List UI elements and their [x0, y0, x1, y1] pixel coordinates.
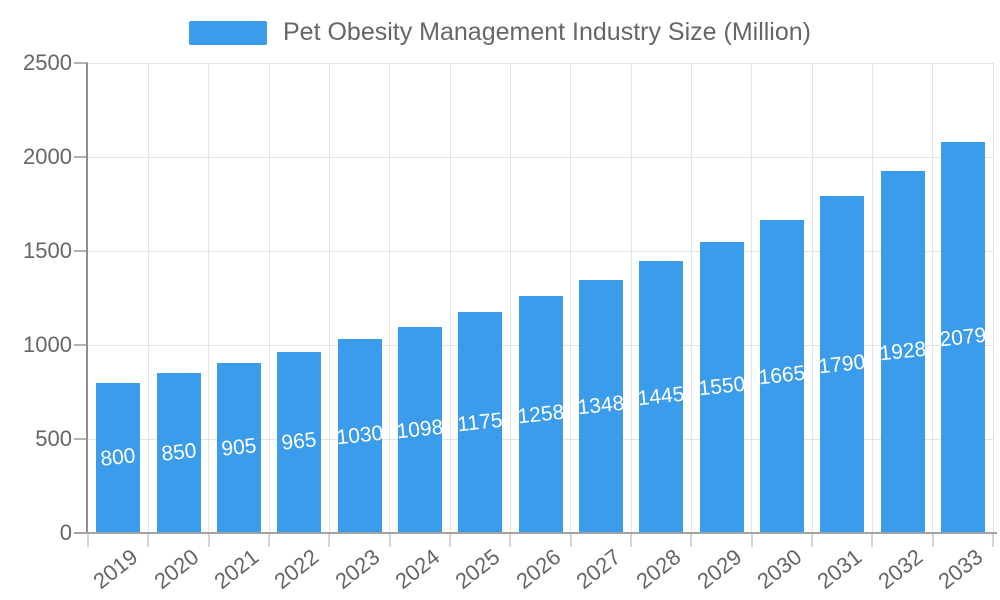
legend-label: Pet Obesity Management Industry Size (Mi…: [283, 18, 811, 46]
bar-value-label: 1445: [636, 382, 686, 411]
bar-2031[interactable]: [820, 196, 865, 533]
x-axis-tick-label: 2022: [269, 544, 324, 594]
x-axis-tick: [690, 533, 693, 547]
x-axis-tick-label: 2028: [631, 544, 686, 594]
bar-2022[interactable]: [277, 351, 322, 533]
x-axis-tick: [569, 533, 572, 547]
bar-2021[interactable]: [216, 362, 261, 533]
x-axis-tick-label: 2032: [872, 544, 927, 594]
x-axis-tick-label: 2030: [752, 544, 807, 594]
bar-value-label: 800: [99, 444, 137, 471]
x-gridline: [570, 63, 572, 533]
x-axis-line: [74, 532, 997, 534]
bar-value-label: 1928: [878, 337, 927, 366]
x-gridline: [630, 63, 632, 533]
x-axis-tick: [449, 533, 451, 547]
x-gridline: [690, 63, 692, 533]
bar-value-label: 850: [159, 439, 198, 466]
x-gridline: [992, 63, 994, 533]
x-gridline: [751, 63, 753, 533]
y-axis-tick-label: 0: [59, 520, 72, 545]
bar-value-label: 2079: [938, 323, 988, 351]
x-axis-tick: [207, 533, 210, 547]
bar-value-label: 1790: [817, 350, 867, 379]
bar-2029[interactable]: [699, 241, 744, 533]
x-gridline: [811, 63, 813, 533]
bar-value-label: 1175: [456, 408, 504, 436]
x-axis-tick-label: 2027: [571, 544, 626, 594]
y-axis-tick: [74, 250, 88, 252]
x-axis-tick: [147, 533, 150, 547]
y-gridline: [88, 156, 993, 158]
bar-value-label: 965: [280, 428, 318, 456]
x-axis-tick-label: 2033: [933, 544, 988, 594]
bar-2032[interactable]: [880, 170, 925, 533]
x-axis-tick: [268, 533, 270, 547]
x-axis-tick-label: 2020: [148, 544, 203, 594]
bar-value-label: 1030: [335, 421, 384, 450]
y-axis-tick-label: 1000: [23, 332, 72, 357]
x-axis-tick: [992, 533, 994, 547]
legend[interactable]: Pet Obesity Management Industry Size (Mi…: [0, 18, 1000, 47]
x-gridline: [268, 63, 270, 533]
bar-2025[interactable]: [458, 312, 503, 533]
x-axis-tick: [630, 533, 632, 547]
bar-2030[interactable]: [759, 219, 804, 533]
bar-2023[interactable]: [337, 339, 382, 533]
x-axis-tick-label: 2019: [88, 544, 143, 594]
y-gridline: [88, 250, 993, 252]
x-gridline: [871, 63, 873, 533]
bar-2019[interactable]: [96, 382, 141, 533]
y-axis-tick: [74, 62, 88, 64]
x-axis-tick: [811, 533, 813, 547]
x-gridline: [147, 63, 149, 533]
x-gridline: [932, 63, 934, 533]
bar-2026[interactable]: [518, 296, 563, 533]
bar-value-label: 1258: [516, 400, 565, 429]
y-axis-tick-label: 1500: [23, 238, 72, 263]
bar-value-label: 905: [220, 434, 258, 461]
y-axis-tick-label: 500: [35, 426, 72, 451]
y-axis-line: [86, 63, 88, 534]
y-axis-tick: [74, 344, 88, 346]
bar-2028[interactable]: [639, 261, 684, 533]
x-gridline: [208, 63, 210, 533]
y-axis-tick-label: 2500: [23, 50, 72, 75]
bar-2020[interactable]: [156, 373, 201, 533]
x-axis-tick: [509, 533, 512, 547]
bar-2027[interactable]: [578, 279, 623, 533]
x-axis-tick-label: 2029: [691, 544, 746, 594]
bar-2024[interactable]: [397, 326, 442, 533]
x-axis-tick: [87, 533, 89, 547]
bar-2033[interactable]: [940, 142, 985, 533]
x-axis-tick: [328, 533, 331, 547]
y-gridline: [88, 62, 993, 64]
y-axis-tick: [74, 438, 88, 440]
x-gridline: [449, 63, 451, 533]
y-axis-tick: [74, 156, 88, 158]
x-axis-tick: [931, 533, 934, 547]
x-axis-tick-label: 2023: [329, 544, 384, 594]
x-axis-tick: [871, 533, 874, 547]
x-axis-tick-label: 2031: [812, 544, 867, 594]
x-gridline: [328, 63, 330, 533]
legend-swatch-icon: [189, 20, 267, 45]
x-axis-tick: [750, 533, 753, 547]
x-axis-tick: [388, 533, 391, 547]
x-axis-tick-label: 2026: [510, 544, 565, 594]
x-axis-tick-label: 2024: [390, 544, 445, 594]
bar-value-label: 1098: [395, 415, 445, 444]
x-axis-tick-label: 2021: [209, 544, 264, 594]
y-axis-tick-label: 2000: [23, 144, 72, 169]
x-gridline: [509, 63, 511, 533]
x-axis-tick-label: 2025: [450, 544, 505, 594]
x-gridline: [389, 63, 391, 533]
